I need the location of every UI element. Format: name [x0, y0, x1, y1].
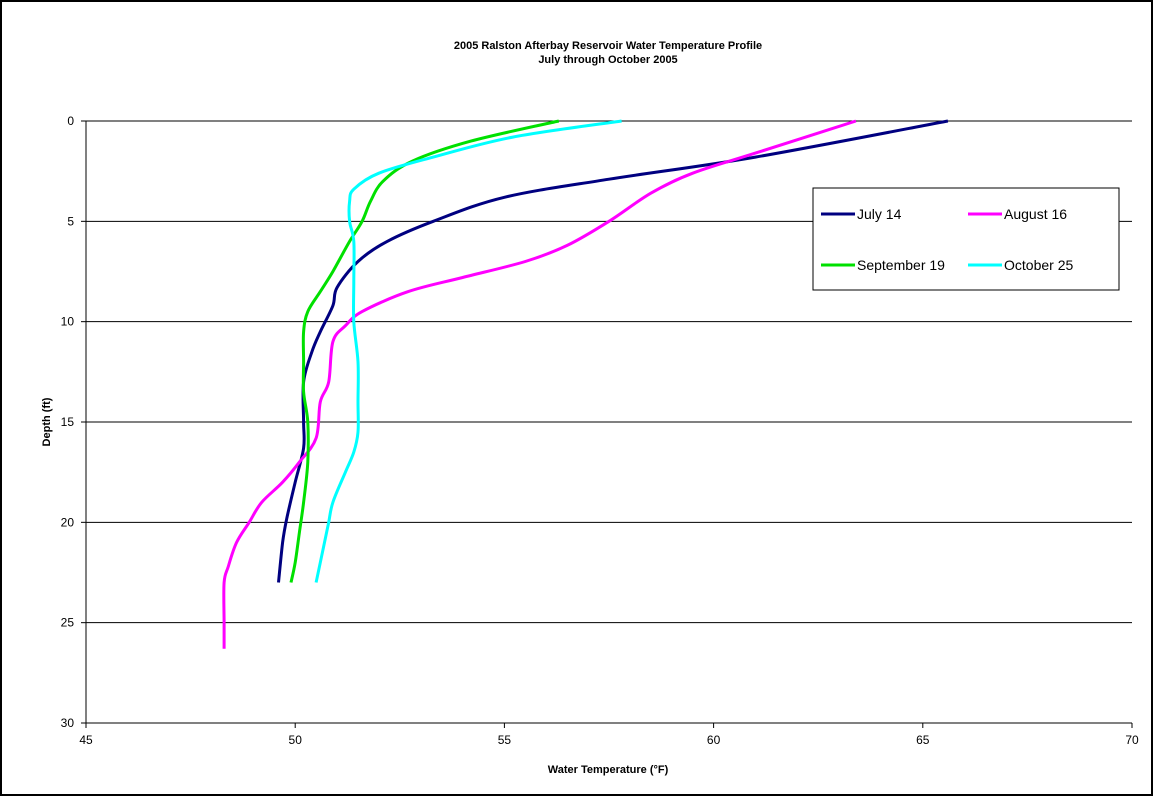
- legend-label-july-14: July 14: [857, 206, 902, 222]
- x-tick-labels: 45 50 55 60 65 70: [79, 723, 1139, 747]
- chart-title: 2005 Ralston Afterbay Reservoir Water Te…: [454, 40, 762, 52]
- y-tick-label-25: 25: [61, 616, 75, 630]
- series-line-august-16: [222, 119, 857, 649]
- x-tick-label-65: 65: [916, 733, 930, 747]
- legend: July 14 August 16 September 19 October 25: [812, 187, 1120, 291]
- legend-box: [812, 187, 1120, 291]
- y-tick-label-5: 5: [67, 214, 74, 228]
- x-axis-label: Water Temperature (°F): [548, 764, 669, 776]
- x-tick-label-60: 60: [707, 733, 721, 747]
- x-tick-label-50: 50: [289, 733, 303, 747]
- y-tick-label-15: 15: [61, 415, 75, 429]
- y-tick-labels: 0 5 10 15 20 25 30: [61, 114, 86, 730]
- series-line-july-14: [277, 119, 949, 583]
- legend-label-august-16: August 16: [1004, 206, 1067, 222]
- x-tick-label-70: 70: [1125, 733, 1139, 747]
- series-line-october-25: [314, 119, 622, 583]
- series-lines: [222, 119, 949, 649]
- y-tick-label-0: 0: [67, 114, 74, 128]
- y-axis-label: Depth (ft): [41, 397, 53, 446]
- x-tick-label-55: 55: [498, 733, 512, 747]
- chart-subtitle: July through October 2005: [538, 54, 677, 66]
- x-tick-label-45: 45: [79, 733, 93, 747]
- y-tick-label-30: 30: [61, 716, 75, 730]
- series-line-september-19: [289, 119, 560, 583]
- legend-label-october-25: October 25: [1004, 257, 1073, 273]
- legend-label-september-19: September 19: [857, 257, 945, 273]
- y-tick-label-20: 20: [61, 515, 75, 529]
- y-tick-label-10: 10: [61, 315, 75, 329]
